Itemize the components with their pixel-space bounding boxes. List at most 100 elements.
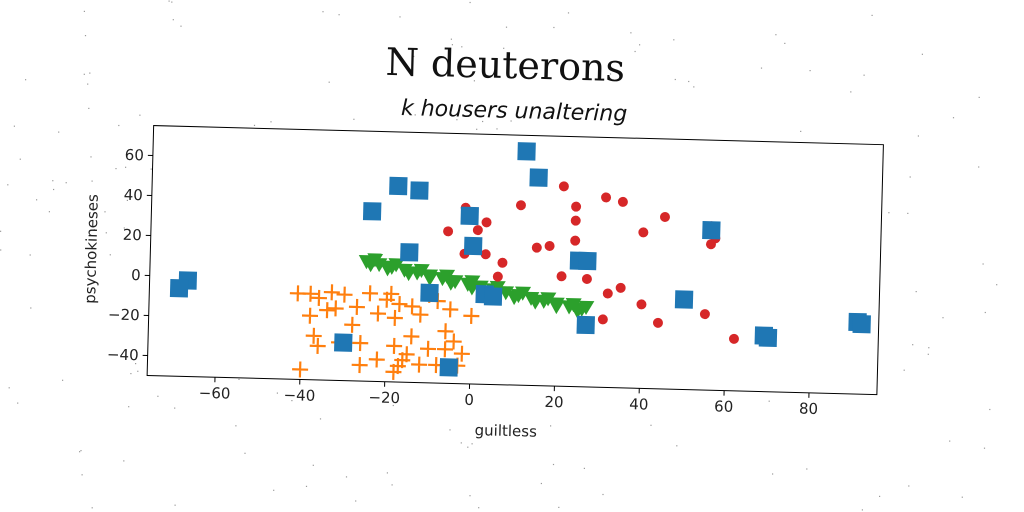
data-point: [400, 243, 419, 262]
data-point: [615, 282, 626, 293]
y-tick-label: 0: [131, 266, 141, 284]
data-point: [439, 269, 456, 284]
speckle: [399, 16, 401, 18]
speckle: [496, 128, 498, 130]
speckle: [476, 128, 478, 130]
speckle: [345, 476, 348, 478]
speckle: [467, 446, 469, 448]
speckle: [109, 254, 111, 256]
data-point: [517, 142, 536, 161]
speckle: [8, 387, 10, 389]
speckle: [13, 125, 15, 127]
data-point: [652, 317, 663, 328]
speckle: [553, 26, 555, 29]
data-point: [302, 285, 319, 302]
speckle: [996, 284, 998, 286]
data-point: [403, 328, 420, 345]
speckle: [471, 443, 473, 445]
speckle: [978, 166, 980, 168]
speckle: [105, 232, 107, 234]
data-point: [506, 290, 523, 306]
speckle: [123, 460, 125, 462]
speckle: [88, 107, 90, 109]
speckle: [928, 347, 930, 349]
figure-title: N deuterons: [385, 40, 625, 90]
data-point: [578, 300, 595, 315]
speckle: [30, 307, 32, 309]
speckle: [25, 79, 27, 81]
speckle: [449, 429, 451, 431]
speckle: [58, 131, 60, 133]
speckle: [115, 168, 117, 170]
speckle: [118, 124, 120, 127]
speckle: [338, 14, 340, 16]
speckle: [552, 463, 555, 466]
data-point: [391, 296, 408, 313]
data-point: [348, 298, 365, 315]
speckle: [912, 344, 914, 346]
speckle: [413, 55, 415, 57]
speckle: [961, 496, 963, 498]
speckle: [861, 509, 863, 511]
speckle: [478, 507, 480, 509]
speckle: [879, 495, 881, 497]
y-tick-label: −20: [108, 305, 140, 324]
speckle: [540, 482, 542, 485]
data-point: [463, 307, 480, 324]
speckle: [674, 78, 676, 81]
y-tick-label: −40: [107, 345, 139, 364]
data-point: [638, 227, 649, 238]
data-point: [497, 257, 508, 268]
speckle: [558, 506, 560, 508]
data-point: [344, 316, 361, 333]
speckle: [17, 402, 19, 404]
speckle: [235, 425, 237, 427]
speckle: [291, 400, 293, 402]
speckle: [319, 418, 322, 420]
speckle: [583, 110, 585, 112]
data-point: [404, 298, 421, 315]
data-point: [702, 220, 721, 240]
data-point: [301, 307, 319, 324]
speckle: [983, 447, 986, 449]
y-tick-label: 20: [122, 226, 142, 244]
speckle: [850, 91, 852, 93]
speckle: [650, 424, 652, 426]
speckle: [83, 10, 85, 12]
data-point: [601, 192, 612, 203]
data-point: [439, 358, 458, 377]
data-point: [705, 239, 716, 250]
speckle: [253, 124, 256, 126]
speckle: [238, 378, 240, 380]
speckle: [80, 450, 82, 452]
data-point: [445, 333, 462, 350]
data-point: [464, 275, 481, 290]
speckle: [386, 472, 388, 474]
speckle: [510, 120, 512, 122]
data-point: [389, 176, 408, 196]
data-point: [852, 314, 871, 334]
speckle: [276, 392, 278, 394]
speckle: [952, 117, 955, 119]
x-tick-label: −60: [199, 384, 231, 403]
data-point: [674, 290, 694, 309]
speckle: [125, 166, 127, 168]
speckle: [450, 38, 452, 40]
speckle: [91, 507, 93, 509]
speckle: [482, 120, 484, 123]
speckle: [355, 500, 357, 502]
chart-title: k housers unaltering: [401, 96, 628, 127]
series-layer: [169, 142, 871, 380]
speckle: [90, 156, 92, 158]
speckle: [0, 249, 2, 251]
speckle: [87, 83, 89, 85]
speckle: [273, 489, 275, 491]
y-tick-label: 60: [125, 146, 145, 164]
speckle: [126, 199, 128, 201]
data-point: [565, 298, 582, 313]
y-axis-label: psychokineses: [81, 194, 102, 304]
speckle: [903, 369, 905, 371]
data-point: [556, 271, 567, 282]
speckle: [157, 395, 159, 397]
speckle: [469, 1, 471, 4]
